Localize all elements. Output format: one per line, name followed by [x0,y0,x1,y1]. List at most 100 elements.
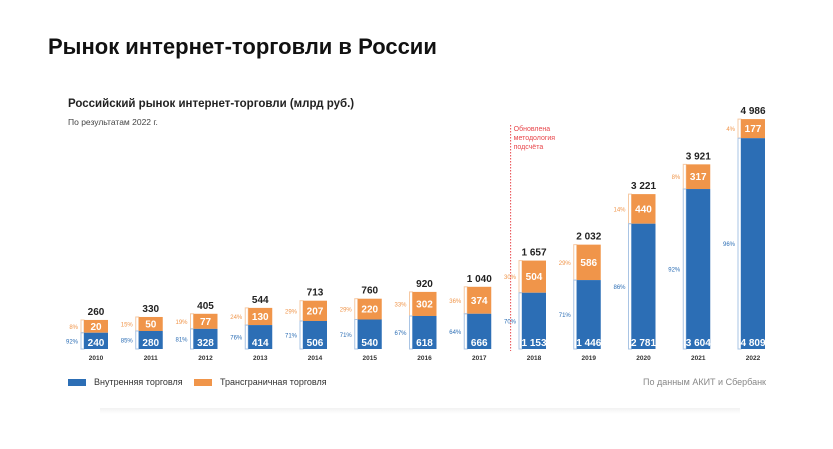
share-label-cross-border: 29% [285,309,298,315]
bar-domestic [741,138,765,349]
total-label: 920 [416,279,433,290]
bar-cross-border [84,319,108,333]
year-tick-label: 2010 [89,355,104,362]
share-label-cross-border: 14% [613,207,626,213]
legend-swatch-cross-border [194,378,212,386]
bar-domestic [576,280,601,349]
bar-cross-border [522,260,546,293]
bar-domestic [686,189,711,349]
domestic-outline [80,332,85,350]
cross-border-outline [299,300,304,322]
cross-border-outline [354,298,359,321]
value-label-cross-border: 130 [252,312,269,323]
value-label-cross-border: 20 [90,322,102,333]
total-label: 760 [361,286,378,297]
year-tick-label: 2011 [144,355,158,362]
share-label-domestic: 76% [230,336,243,342]
legend-label-cross-border: Трансграничная торговля [220,377,327,387]
cross-border-outline [190,313,194,330]
total-label: 1 040 [467,274,492,285]
share-label-cross-border: 4% [726,127,735,133]
value-label-domestic: 506 [307,338,324,349]
bar-domestic [303,320,327,349]
cross-border-outline [409,291,413,317]
bar-cross-border [303,300,327,321]
year-tick-label: 2018 [527,355,542,362]
total-label: 1 657 [521,248,546,259]
methodology-annotation: Обновлена [514,125,551,133]
value-label-cross-border: 504 [526,272,543,283]
page-title: Рынок интернет-торговли в России [48,34,437,59]
legend-item-domestic: Внутренняя торговля [68,377,183,387]
value-label-cross-border: 177 [745,124,762,135]
cross-border-outline [682,163,687,190]
share-label-cross-border: 15% [121,322,134,328]
domestic-outline [463,313,468,350]
legend-swatch-domestic [68,378,86,386]
share-label-domestic: 71% [340,333,353,339]
total-label: 3 221 [631,181,656,192]
methodology-annotation: подсчёта [514,144,544,151]
value-label-domestic: 4 809 [740,338,765,349]
bar-domestic [412,315,437,349]
chart-subtitle: По результатам 2022 г. [68,117,158,127]
share-label-cross-border: 8% [672,175,681,181]
value-label-domestic: 3 604 [686,338,711,349]
value-label-domestic: 2 781 [631,338,656,349]
value-label-cross-border: 220 [361,305,378,316]
total-label: 4 986 [740,106,765,117]
value-label-domestic: 1 153 [521,338,546,349]
domestic-outline [135,330,140,350]
bar-domestic [193,328,218,349]
share-label-domestic: 71% [285,333,298,339]
bar-cross-border [467,286,492,314]
bar-cross-border [631,194,656,224]
bar-cross-border [686,164,711,190]
share-label-cross-border: 29% [559,261,572,267]
value-label-cross-border: 77 [200,317,212,328]
value-label-domestic: 618 [416,338,433,349]
value-label-cross-border: 440 [635,204,652,215]
domestic-outline [628,223,632,350]
year-tick-label: 2012 [198,355,213,362]
year-tick-label: 2016 [417,355,432,362]
total-label: 713 [307,288,324,299]
share-label-cross-border: 24% [230,315,243,321]
source-note: По данным АКИТ и Сбербанк [643,377,766,387]
share-label-cross-border: 8% [69,325,78,331]
share-label-cross-border: 29% [340,308,353,314]
bar-domestic [522,292,546,349]
cross-border-outline [518,260,523,294]
share-label-domestic: 81% [175,337,188,343]
share-label-domestic: 67% [394,331,407,337]
bar-cross-border [412,291,437,316]
bar-domestic [138,330,163,349]
bar-domestic [248,325,273,349]
chart-title: Российский рынок интернет-торговли (млрд… [68,98,355,110]
value-label-domestic: 540 [361,338,378,349]
domestic-outline [354,319,359,350]
cross-border-outline [463,286,468,315]
share-label-cross-border: 19% [175,320,188,326]
year-tick-label: 2017 [472,355,487,362]
value-label-domestic: 1 446 [576,338,601,349]
legend-item-cross-border: Трансграничная торговля [194,377,327,387]
domestic-outline [190,328,194,350]
domestic-outline [682,188,687,350]
share-label-domestic: 70% [504,319,517,325]
share-label-domestic: 92% [668,268,681,274]
share-label-cross-border: 33% [394,302,407,308]
cross-border-outline [244,307,249,326]
value-label-cross-border: 50 [145,319,157,330]
share-label-domestic: 71% [559,313,572,319]
value-label-cross-border: 586 [580,258,597,269]
share-label-domestic: 96% [723,242,736,248]
share-label-domestic: 64% [449,330,462,336]
legend-label-domestic: Внутренняя торговля [94,377,183,387]
year-tick-label: 2020 [636,355,651,362]
methodology-annotation: методология [514,135,556,142]
bar-domestic [631,223,656,349]
domestic-outline [299,320,304,350]
share-label-domestic: 86% [613,285,626,291]
